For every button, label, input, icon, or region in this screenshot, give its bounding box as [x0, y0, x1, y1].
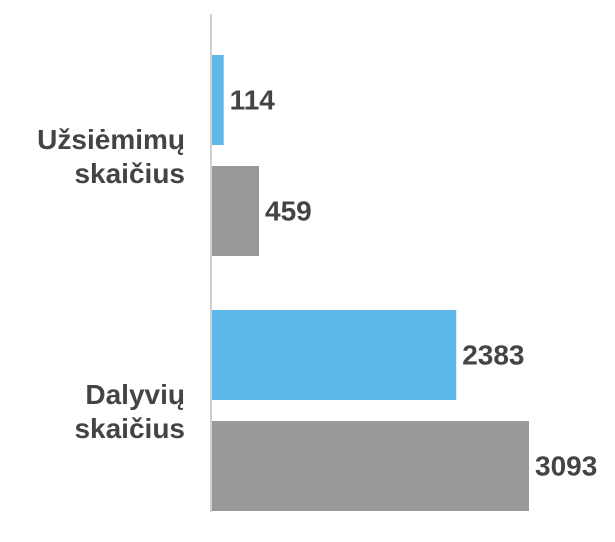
value-label: 459 [265, 196, 312, 227]
bar [212, 310, 457, 400]
value-label: 3093 [535, 451, 597, 482]
bar [212, 421, 529, 511]
value-label: 114 [230, 85, 276, 116]
value-label: 2383 [462, 340, 524, 371]
category-label: Užsiėmimų skaičius [37, 123, 185, 189]
bar [212, 166, 260, 256]
bar [212, 55, 224, 145]
category-label: Dalyvių skaičius [74, 378, 185, 444]
